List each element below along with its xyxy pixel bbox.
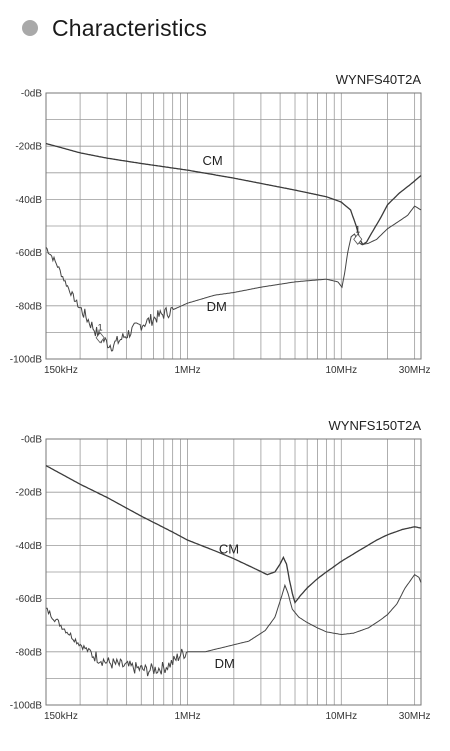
marker-diamond-icon bbox=[353, 233, 363, 245]
y-tick-label: -40dB bbox=[15, 195, 42, 206]
x-tick-label: 30MHz bbox=[399, 711, 431, 722]
y-tick-label: -80dB bbox=[15, 647, 42, 658]
series-line-cm bbox=[45, 142, 422, 246]
y-tick-label: -0dB bbox=[21, 89, 42, 100]
section-title: Characteristics bbox=[52, 14, 208, 41]
marker-label: 1 bbox=[355, 224, 360, 234]
x-tick-label: 150kHz bbox=[44, 365, 78, 376]
series-line-cm bbox=[45, 465, 422, 605]
x-tick-label: 10MHz bbox=[325, 711, 357, 722]
x-tick-label: 150kHz bbox=[44, 711, 78, 722]
marker-diamond-icon bbox=[95, 332, 105, 344]
y-tick-label: -60dB bbox=[15, 248, 42, 259]
grid bbox=[46, 92, 421, 360]
series-label-cm: CM bbox=[202, 153, 222, 168]
plot-frame bbox=[45, 92, 422, 360]
y-tick-label: -0dB bbox=[21, 435, 42, 446]
chart-wynfs40t2a: WYNFS40T2A -0dB -20dB -40dB -60dB -80dB -100dB… bbox=[10, 72, 431, 376]
x-tick-label: 1MHz bbox=[174, 365, 200, 376]
series-label-cm: CM bbox=[219, 541, 239, 556]
marker: 1 bbox=[353, 224, 363, 245]
x-tick-label: 10MHz bbox=[325, 365, 357, 376]
marker-label: 1 bbox=[98, 323, 103, 333]
y-tick-label: -40dB bbox=[15, 541, 42, 552]
plot-frame bbox=[45, 438, 422, 706]
series-label-dm: DM bbox=[215, 656, 235, 671]
y-tick-label: -60dB bbox=[15, 594, 42, 605]
y-tick-label: -80dB bbox=[15, 301, 42, 312]
y-tick-label: -100dB bbox=[10, 701, 43, 712]
section-bullet-icon bbox=[22, 20, 38, 36]
series-label-dm: DM bbox=[207, 299, 227, 314]
chart-title: WYNFS40T2A bbox=[336, 72, 422, 87]
x-tick-label: 30MHz bbox=[399, 365, 431, 376]
series-line-dm bbox=[46, 574, 422, 677]
section-header: Characteristics bbox=[22, 14, 207, 42]
x-tick-label: 1MHz bbox=[174, 711, 200, 722]
chart-title: WYNFS150T2A bbox=[329, 418, 422, 433]
y-tick-label: -100dB bbox=[10, 355, 43, 366]
marker: 1 bbox=[95, 323, 105, 344]
y-tick-label: -20dB bbox=[15, 142, 42, 153]
y-tick-label: -20dB bbox=[15, 488, 42, 499]
chart-wynfs150t2a: WYNFS150T2A -0dB -20dB -40dB -60dB -80dB -100d… bbox=[10, 418, 431, 722]
